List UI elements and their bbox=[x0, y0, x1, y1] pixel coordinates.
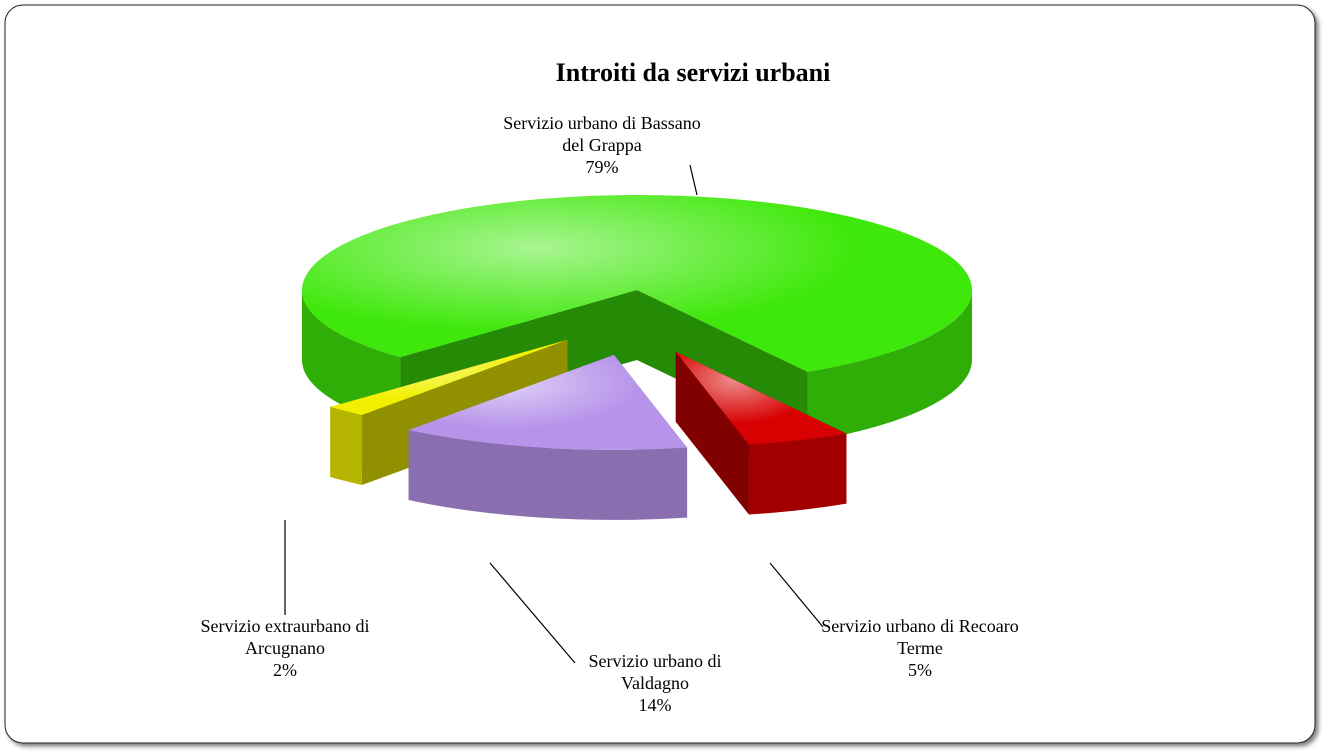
category-label: Servizio extraurbano di Arcugnano bbox=[200, 616, 370, 658]
value-label: 14% bbox=[638, 695, 672, 715]
category-label: Servizio urbano di Bassano del Grappa bbox=[503, 113, 701, 155]
slice-side bbox=[675, 351, 749, 515]
slice-wall-shade bbox=[408, 429, 688, 520]
data-label: Servizio urbano di Bassano del Grappa 79% bbox=[492, 112, 712, 178]
slice-top-highlight bbox=[408, 354, 688, 450]
leader-line bbox=[489, 562, 576, 664]
slice-top-highlight bbox=[330, 339, 568, 415]
data-label: Servizio extraurbano di Arcugnano 2% bbox=[160, 615, 410, 681]
leader-lines bbox=[284, 164, 824, 664]
data-label: Servizio urbano di Recoaro Terme 5% bbox=[820, 615, 1020, 681]
slice-wall bbox=[330, 407, 362, 485]
value-label: 79% bbox=[585, 157, 619, 177]
slice-wall-shade bbox=[330, 407, 362, 485]
slice-side bbox=[330, 339, 568, 478]
pie-slice bbox=[408, 354, 688, 520]
leader-line bbox=[689, 164, 698, 196]
leader-line bbox=[769, 562, 824, 628]
slice-wall bbox=[302, 290, 401, 428]
pie-slice bbox=[302, 195, 973, 442]
slice-wall-shade bbox=[302, 290, 401, 428]
slice-side-shade bbox=[330, 339, 568, 478]
pie bbox=[302, 195, 973, 520]
slice-wall bbox=[408, 429, 688, 520]
category-label: Servizio urbano di Recoaro Terme bbox=[821, 616, 1019, 658]
slice-wall-shade bbox=[748, 433, 847, 515]
slice-top-highlight bbox=[302, 195, 973, 372]
category-label: Servizio urbano di Valdagno bbox=[588, 651, 722, 693]
pie-slice bbox=[675, 351, 847, 515]
slice-wall bbox=[748, 433, 847, 515]
value-label: 5% bbox=[908, 660, 932, 680]
chart-title: Introiti da servizi urbani bbox=[555, 58, 831, 87]
slice-side-shade bbox=[675, 351, 749, 515]
value-label: 2% bbox=[273, 660, 297, 680]
slice-top-highlight bbox=[675, 351, 847, 445]
chart-frame bbox=[4, 4, 1316, 744]
slice-wall-shade bbox=[807, 290, 972, 442]
slice-wall bbox=[807, 290, 972, 442]
data-label: Servizio urbano di Valdagno 14% bbox=[570, 650, 740, 716]
